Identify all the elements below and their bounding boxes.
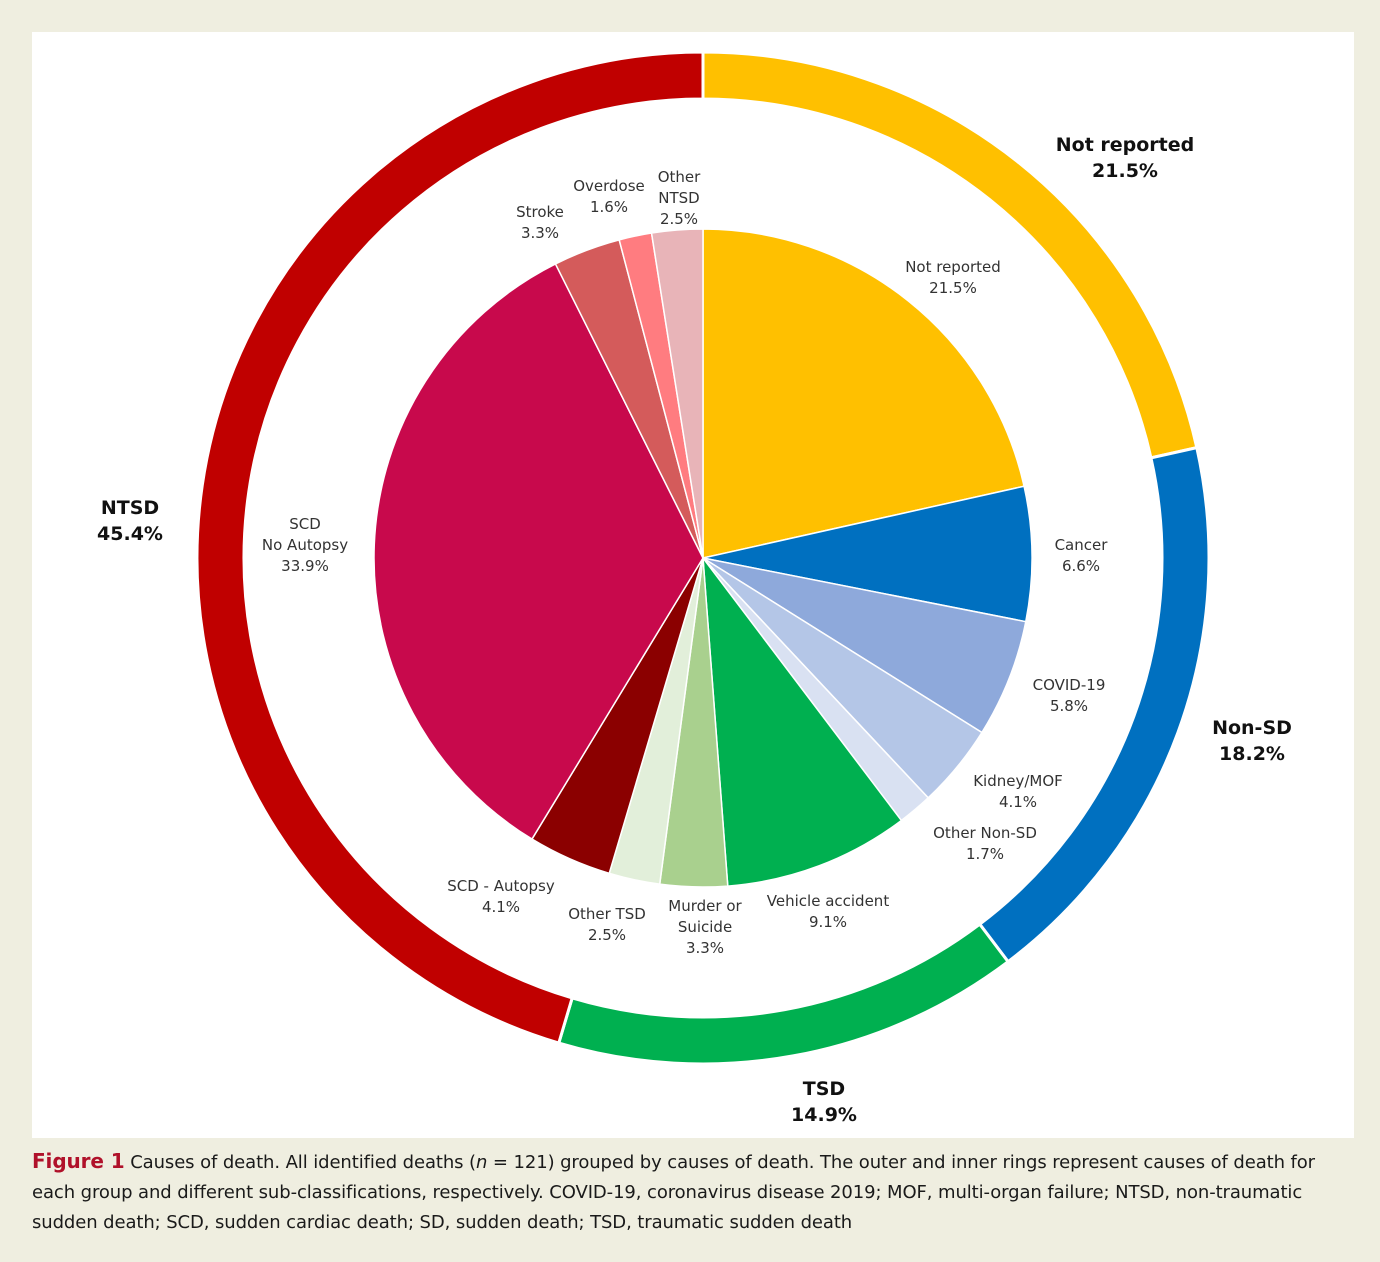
inner-label-other-ntsd-name: NTSD (658, 189, 699, 207)
caption-text-1: Causes of death. All identified deaths ( (124, 1152, 476, 1173)
inner-label-covid-19-value: 5.8% (1050, 697, 1088, 715)
inner-label-scd-no-autopsy-value: 33.9% (281, 557, 329, 575)
inner-label-stroke-value: 3.3% (521, 224, 559, 242)
inner-label-murder-or-suicide-value: 3.3% (686, 939, 724, 957)
outer-label-not-reported-value: 21.5% (1092, 160, 1158, 182)
inner-label-not-reported-name: Not reported (905, 258, 1001, 276)
inner-label-scd-autopsy-value: 4.1% (482, 898, 520, 916)
outer-label-non-sd-value: 18.2% (1219, 743, 1285, 765)
inner-label-cancer-name: Cancer (1055, 536, 1109, 554)
inner-label-other-tsd-value: 2.5% (588, 926, 626, 944)
inner-label-scd-autopsy-name: SCD - Autopsy (447, 877, 555, 895)
inner-label-other-ntsd-value: 2.5% (660, 210, 698, 228)
outer-label-not-reported-name: Not reported (1056, 134, 1195, 156)
inner-label-murder-or-suicide-name: Murder or (668, 897, 742, 915)
inner-slice-vehicle-accident (702, 555, 903, 887)
inner-slice-other-ntsd (650, 228, 704, 559)
inner-label-vehicle-accident-name: Vehicle accident (767, 892, 890, 910)
inner-slice-cancer (702, 485, 1033, 623)
inner-slice-not-reported (702, 228, 1025, 559)
inner-label-other-tsd-name: Other TSD (568, 905, 646, 923)
caption-text-2: = 121) grouped by causes of death. The o… (32, 1152, 1315, 1233)
inner-label-murder-or-suicide-name: Suicide (678, 918, 732, 936)
inner-label-covid-19-name: COVID-19 (1033, 676, 1106, 694)
inner-label-scd-no-autopsy-name: SCD (289, 515, 321, 533)
inner-label-other-non-sd-name: Other Non-SD (933, 824, 1037, 842)
outer-ring-segment-tsd (556, 922, 1011, 1066)
outer-label-ntsd-value: 45.4% (97, 523, 163, 545)
outer-label-tsd-value: 14.9% (791, 1104, 857, 1126)
inner-label-other-ntsd-name: Other (658, 168, 701, 186)
caption-label: Figure 1 (32, 1149, 125, 1173)
outer-ring-segment-ntsd (195, 50, 705, 1045)
figure-panel: Not reported 21.5% Cancer 6.6% COVID-19 5.8% K… (32, 32, 1354, 1138)
inner-label-vehicle-accident-value: 9.1% (809, 913, 847, 931)
figure-caption: Figure 1 Causes of death. All identified… (32, 1146, 1358, 1238)
inner-label-stroke-name: Stroke (516, 203, 564, 221)
inner-label-not-reported-value: 21.5% (929, 279, 977, 297)
inner-label-other-non-sd-value: 1.7% (966, 845, 1004, 863)
inner-slice-scd-no-autopsy (373, 262, 704, 841)
inner-label-cancer-value: 6.6% (1062, 557, 1100, 575)
outer-label-non-sd-name: Non-SD (1212, 717, 1292, 739)
inner-label-scd-no-autopsy-name: No Autopsy (262, 536, 348, 554)
outer-label-tsd-name: TSD (803, 1078, 845, 1100)
outer-label-ntsd-name: NTSD (101, 497, 159, 519)
inner-label-overdose-name: Overdose (573, 177, 645, 195)
caption-n-symbol: n (475, 1152, 488, 1173)
inner-label-kidney-mof-value: 4.1% (999, 793, 1037, 811)
inner-label-kidney-mof-name: Kidney/MOF (973, 772, 1063, 790)
inner-label-overdose-value: 1.6% (590, 198, 628, 216)
nested-donut-chart: Not reported 21.5% Cancer 6.6% COVID-19 5.8% K… (97, 50, 1292, 1126)
